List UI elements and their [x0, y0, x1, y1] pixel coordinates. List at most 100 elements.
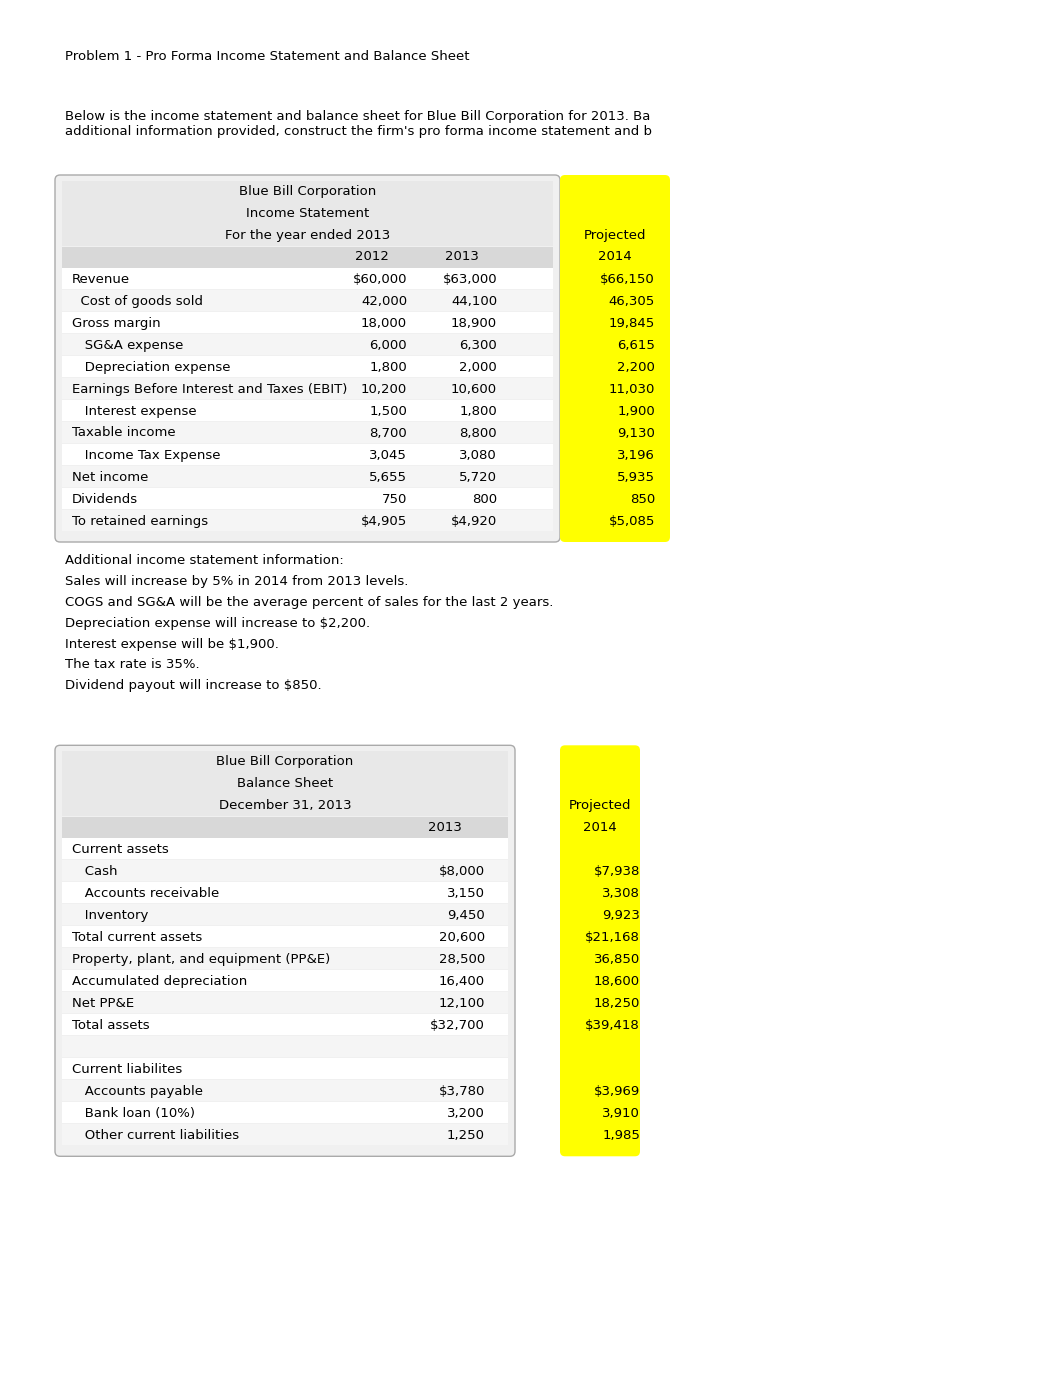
Text: 1,985: 1,985: [602, 1129, 640, 1142]
Text: Net income: Net income: [72, 471, 149, 483]
Text: Total current assets: Total current assets: [72, 931, 202, 943]
Text: Additional income statement information:: Additional income statement information:: [65, 554, 344, 567]
Text: 9,450: 9,450: [447, 909, 485, 921]
Text: 8,800: 8,800: [460, 427, 497, 439]
Text: 5,935: 5,935: [617, 471, 655, 483]
Text: Balance Sheet: Balance Sheet: [237, 777, 333, 790]
Text: Cash: Cash: [72, 865, 118, 877]
FancyBboxPatch shape: [62, 993, 508, 1013]
FancyBboxPatch shape: [62, 465, 553, 487]
Text: $3,969: $3,969: [594, 1085, 640, 1097]
Text: $4,920: $4,920: [450, 515, 497, 527]
FancyBboxPatch shape: [62, 399, 553, 421]
Text: 8,700: 8,700: [370, 427, 407, 439]
Text: To retained earnings: To retained earnings: [72, 515, 208, 527]
Text: Depreciation expense will increase to $2,200.: Depreciation expense will increase to $2…: [65, 617, 371, 629]
Text: 18,000: 18,000: [361, 317, 407, 329]
Text: $63,000: $63,000: [443, 273, 497, 285]
FancyBboxPatch shape: [560, 175, 670, 543]
Text: $60,000: $60,000: [353, 273, 407, 285]
Text: Dividends: Dividends: [72, 493, 138, 505]
Text: 6,300: 6,300: [459, 339, 497, 351]
Text: 3,150: 3,150: [447, 887, 485, 899]
Text: $7,938: $7,938: [594, 865, 640, 877]
Text: 3,308: 3,308: [602, 887, 640, 899]
Text: Net PP&E: Net PP&E: [72, 997, 134, 1009]
FancyBboxPatch shape: [62, 1081, 508, 1102]
Text: 2,200: 2,200: [617, 361, 655, 373]
Text: 10,600: 10,600: [451, 383, 497, 395]
Text: Revenue: Revenue: [72, 273, 131, 285]
FancyBboxPatch shape: [62, 1015, 508, 1036]
Text: 3,080: 3,080: [459, 449, 497, 461]
FancyBboxPatch shape: [62, 1124, 508, 1146]
Text: SG&A expense: SG&A expense: [72, 339, 184, 351]
Text: Accounts receivable: Accounts receivable: [72, 887, 219, 899]
Text: 1,800: 1,800: [370, 361, 407, 373]
Text: 3,196: 3,196: [617, 449, 655, 461]
Text: 12,100: 12,100: [439, 997, 485, 1009]
Text: For the year ended 2013: For the year ended 2013: [225, 229, 390, 241]
FancyBboxPatch shape: [62, 927, 508, 947]
Text: Earnings Before Interest and Taxes (EBIT): Earnings Before Interest and Taxes (EBIT…: [72, 383, 347, 395]
Text: Dividend payout will increase to $850.: Dividend payout will increase to $850.: [65, 679, 322, 693]
Text: 16,400: 16,400: [439, 975, 485, 987]
Text: Total assets: Total assets: [72, 1019, 150, 1031]
FancyBboxPatch shape: [62, 269, 553, 289]
Text: Blue Bill Corporation: Blue Bill Corporation: [217, 755, 354, 768]
Text: Gross margin: Gross margin: [72, 317, 160, 329]
Text: 2,000: 2,000: [459, 361, 497, 373]
Text: 18,250: 18,250: [594, 997, 640, 1009]
Text: Cost of goods sold: Cost of goods sold: [72, 295, 203, 307]
FancyBboxPatch shape: [62, 335, 553, 355]
Text: Inventory: Inventory: [72, 909, 149, 921]
Text: Problem 1 - Pro Forma Income Statement and Balance Sheet: Problem 1 - Pro Forma Income Statement a…: [65, 50, 469, 63]
Text: $66,150: $66,150: [600, 273, 655, 285]
FancyBboxPatch shape: [55, 175, 560, 543]
FancyBboxPatch shape: [62, 246, 553, 269]
FancyBboxPatch shape: [62, 1103, 508, 1124]
Text: 20,600: 20,600: [439, 931, 485, 943]
Text: Depreciation expense: Depreciation expense: [72, 361, 230, 373]
Text: 2014: 2014: [598, 251, 632, 263]
Text: $3,780: $3,780: [439, 1085, 485, 1097]
Text: Projected: Projected: [584, 229, 647, 241]
Text: COGS and SG&A will be the average percent of sales for the last 2 years.: COGS and SG&A will be the average percen…: [65, 596, 553, 609]
Text: 2012: 2012: [355, 251, 389, 263]
Text: 2013: 2013: [445, 251, 479, 263]
FancyBboxPatch shape: [62, 752, 508, 817]
Text: Sales will increase by 5% in 2014 from 2013 levels.: Sales will increase by 5% in 2014 from 2…: [65, 576, 409, 588]
Text: December 31, 2013: December 31, 2013: [219, 799, 352, 812]
Text: $4,905: $4,905: [361, 515, 407, 527]
Text: 1,800: 1,800: [459, 405, 497, 417]
Text: Property, plant, and equipment (PP&E): Property, plant, and equipment (PP&E): [72, 953, 330, 965]
FancyBboxPatch shape: [62, 421, 553, 443]
Text: 2013: 2013: [428, 821, 462, 834]
Text: 3,910: 3,910: [602, 1107, 640, 1120]
Text: 2014: 2014: [583, 821, 617, 834]
FancyBboxPatch shape: [62, 905, 508, 925]
FancyBboxPatch shape: [62, 818, 508, 839]
Text: Income Tax Expense: Income Tax Expense: [72, 449, 221, 461]
Text: Taxable income: Taxable income: [72, 427, 175, 439]
Text: 3,200: 3,200: [447, 1107, 485, 1120]
Text: 44,100: 44,100: [451, 295, 497, 307]
Text: Accounts payable: Accounts payable: [72, 1085, 203, 1097]
FancyBboxPatch shape: [62, 487, 553, 509]
FancyBboxPatch shape: [62, 1059, 508, 1080]
Text: Accumulated depreciation: Accumulated depreciation: [72, 975, 247, 987]
FancyBboxPatch shape: [62, 291, 553, 311]
Text: Bank loan (10%): Bank loan (10%): [72, 1107, 195, 1120]
FancyBboxPatch shape: [62, 883, 508, 903]
FancyBboxPatch shape: [62, 379, 553, 399]
Text: 5,720: 5,720: [459, 471, 497, 483]
FancyBboxPatch shape: [62, 1037, 508, 1058]
Text: 19,845: 19,845: [609, 317, 655, 329]
Text: Blue Bill Corporation: Blue Bill Corporation: [239, 185, 376, 197]
FancyBboxPatch shape: [62, 180, 553, 246]
Text: Below is the income statement and balance sheet for Blue Bill Corporation for 20: Below is the income statement and balanc…: [65, 110, 652, 138]
Text: 750: 750: [381, 493, 407, 505]
Text: 1,900: 1,900: [617, 405, 655, 417]
Text: 18,900: 18,900: [451, 317, 497, 329]
Text: 1,250: 1,250: [447, 1129, 485, 1142]
